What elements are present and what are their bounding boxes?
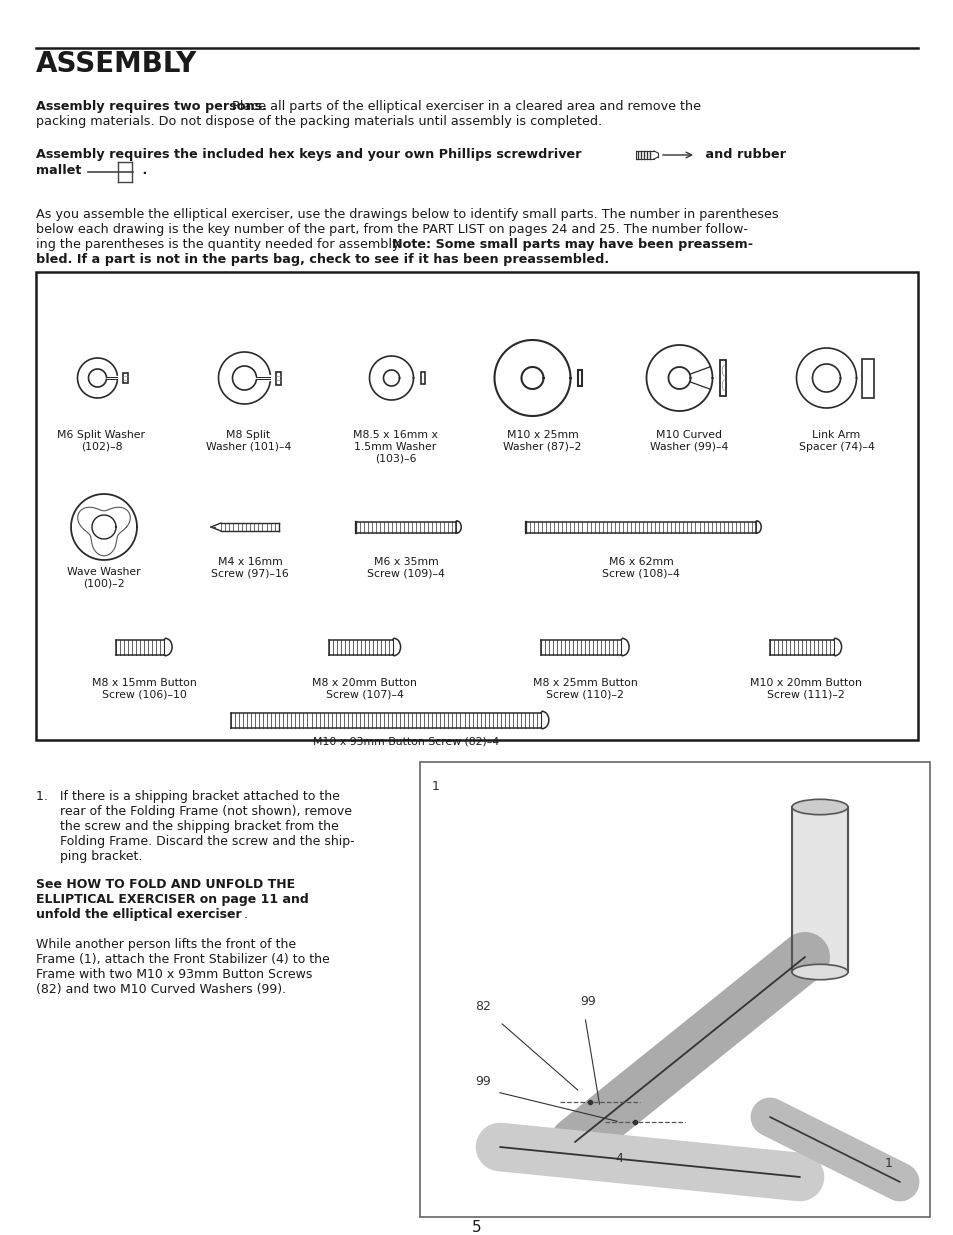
Text: below each drawing is the key number of the part, from the PART LIST on pages 24: below each drawing is the key number of … [36,224,747,236]
Text: unfold the elliptical exerciser: unfold the elliptical exerciser [36,908,241,921]
Text: M10 x 20mm Button
Screw (111)–2: M10 x 20mm Button Screw (111)–2 [749,678,861,699]
Text: ping bracket.: ping bracket. [36,850,142,863]
Bar [123,373,129,383]
Text: 4: 4 [615,1152,622,1165]
Text: While another person lifts the front of the: While another person lifts the front of … [36,939,295,951]
Text: Assembly requires the included hex keys and your own Phillips screwdriver: Assembly requires the included hex keys … [36,148,581,161]
Bar [36,272,917,740]
Bar [862,358,874,398]
Text: As you assemble the elliptical exerciser, use the drawings below to identify sma: As you assemble the elliptical exerciser… [36,207,778,221]
Text: 99: 99 [475,1074,490,1088]
Ellipse shape [791,799,847,815]
Text: 5: 5 [472,1220,481,1235]
Text: M4 x 16mm
Screw (97)–16: M4 x 16mm Screw (97)–16 [211,557,289,579]
Text: M10 Curved
Washer (99)–4: M10 Curved Washer (99)–4 [650,430,728,452]
Text: rear of the Folding Frame (not shown), remove: rear of the Folding Frame (not shown), r… [36,805,352,818]
Text: ing the parentheses is the quantity needed for assembly.: ing the parentheses is the quantity need… [36,238,405,251]
Text: the screw and the shipping bracket from the: the screw and the shipping bracket from … [36,820,338,832]
Text: 1: 1 [432,781,439,793]
Bar [276,372,281,384]
Text: Wave Washer
(100)–2: Wave Washer (100)–2 [67,567,141,589]
Text: (82) and two M10 Curved Washers (99).: (82) and two M10 Curved Washers (99). [36,983,286,995]
Text: M8.5 x 16mm x
1.5mm Washer
(103)–6: M8.5 x 16mm x 1.5mm Washer (103)–6 [353,430,437,463]
Ellipse shape [791,965,847,979]
Text: Assembly requires two persons.: Assembly requires two persons. [36,100,267,112]
Text: M6 x 62mm
Screw (108)–4: M6 x 62mm Screw (108)–4 [601,557,679,579]
Text: .: . [244,908,248,921]
Text: 99: 99 [579,995,595,1008]
Text: bled. If a part is not in the parts bag, check to see if it has been preassemble: bled. If a part is not in the parts bag,… [36,253,608,266]
Text: ELLIPTICAL EXERCISER on page 11 and: ELLIPTICAL EXERCISER on page 11 and [36,893,309,906]
Text: packing materials. Do not dispose of the packing materials until assembly is com: packing materials. Do not dispose of the… [36,115,601,128]
Text: M8 x 20mm Button
Screw (107)–4: M8 x 20mm Button Screw (107)–4 [312,678,416,699]
Text: M6 x 35mm
Screw (109)–4: M6 x 35mm Screw (109)–4 [367,557,444,579]
Text: M8 Split
Washer (101)–4: M8 Split Washer (101)–4 [206,430,291,452]
Text: Place all parts of the elliptical exerciser in a cleared area and remove the: Place all parts of the elliptical exerci… [228,100,700,112]
Text: Note: Some small parts may have been preassem-: Note: Some small parts may have been pre… [392,238,752,251]
Bar [419,762,929,1216]
Text: 1: 1 [884,1157,892,1170]
Text: M10 x 93mm Button Screw (82)–4: M10 x 93mm Button Screw (82)–4 [313,737,498,747]
Text: .: . [138,164,147,177]
Text: ASSEMBLY: ASSEMBLY [36,49,197,78]
Text: M6 Split Washer
(102)–8: M6 Split Washer (102)–8 [57,430,146,452]
Text: See HOW TO FOLD AND UNFOLD THE: See HOW TO FOLD AND UNFOLD THE [36,878,294,890]
Text: Folding Frame. Discard the screw and the ship-: Folding Frame. Discard the screw and the… [36,835,355,848]
Bar [578,370,582,385]
Text: M8 x 15mm Button
Screw (106)–10: M8 x 15mm Button Screw (106)–10 [91,678,196,699]
Text: 1.   If there is a shipping bracket attached to the: 1. If there is a shipping bracket attach… [36,790,339,803]
Text: M8 x 25mm Button
Screw (110)–2: M8 x 25mm Button Screw (110)–2 [533,678,637,699]
Text: 82: 82 [475,1000,491,1013]
Text: M10 x 25mm
Washer (87)–2: M10 x 25mm Washer (87)–2 [503,430,581,452]
Text: mallet: mallet [36,164,81,177]
Text: Frame with two M10 x 93mm Button Screws: Frame with two M10 x 93mm Button Screws [36,968,312,981]
Text: and rubber: and rubber [700,148,785,161]
Text: Link Arm
Spacer (74)–4: Link Arm Spacer (74)–4 [798,430,874,452]
Bar [720,359,726,396]
Bar [421,372,425,384]
Text: Frame (1), attach the Front Stabilizer (4) to the: Frame (1), attach the Front Stabilizer (… [36,953,330,966]
